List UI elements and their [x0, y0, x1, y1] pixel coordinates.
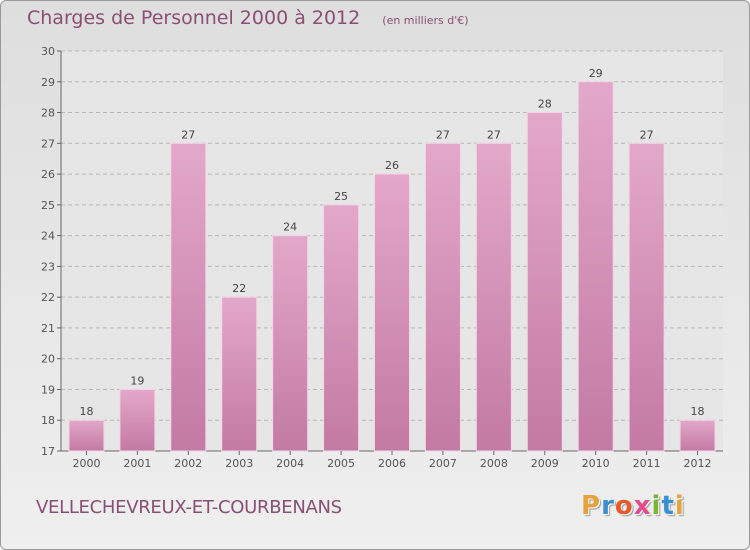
x-tick-label: 2010	[582, 457, 610, 470]
bar	[323, 204, 360, 452]
logo-letter: i	[674, 491, 685, 521]
y-tick-label: 29	[41, 76, 55, 89]
y-tick-label: 18	[41, 414, 55, 427]
commune-name: VELLECHEVREUX-ET-COURBENANS	[36, 497, 342, 518]
logo-letter: r	[601, 491, 615, 521]
bar	[577, 81, 614, 452]
bar	[374, 173, 410, 452]
bar	[475, 142, 512, 452]
bar	[272, 235, 309, 452]
bar	[170, 142, 207, 452]
bar	[679, 419, 716, 452]
bar-value-label: 19	[130, 374, 144, 387]
x-tick-label: 2002	[174, 457, 202, 470]
bar	[68, 419, 105, 452]
logo-letter: o	[614, 491, 634, 521]
bar-value-label: 27	[436, 128, 450, 141]
x-tick-label: 2012	[684, 457, 712, 470]
x-tick-label: 2009	[531, 457, 559, 470]
bar-value-label: 25	[334, 190, 348, 203]
x-tick-label: 2006	[378, 457, 406, 470]
x-tick-label: 2011	[633, 457, 661, 470]
chart-subtitle: (en milliers d'€)	[382, 14, 469, 27]
bar	[526, 112, 563, 452]
x-tick-label: 2007	[429, 457, 457, 470]
proxiti-logo: Proxiti	[581, 491, 685, 521]
bar-value-label: 24	[283, 221, 297, 234]
y-tick-label: 27	[41, 137, 55, 150]
y-tick-label: 30	[41, 45, 55, 58]
bar	[119, 388, 156, 452]
x-tick-label: 2004	[276, 457, 304, 470]
y-tick-label: 20	[41, 353, 55, 366]
x-tick-label: 2008	[480, 457, 508, 470]
y-tick-label: 26	[41, 168, 55, 181]
bar	[424, 142, 461, 452]
bar-value-label: 26	[385, 159, 399, 172]
bar-value-label: 22	[232, 282, 246, 295]
logo-letter: P	[581, 491, 602, 521]
bar-value-label: 27	[487, 128, 501, 141]
y-tick-label: 21	[41, 322, 55, 335]
logo-letter: i	[651, 491, 662, 521]
bar-value-label: 27	[181, 128, 195, 141]
y-tick-label: 22	[41, 291, 55, 304]
y-tick-label: 17	[41, 445, 55, 458]
x-tick-label: 2000	[72, 457, 100, 470]
x-tick-label: 2005	[327, 457, 355, 470]
bar-value-label: 27	[640, 128, 654, 141]
y-tick-label: 23	[41, 260, 55, 273]
chart-title-text: Charges de Personnel 2000 à 2012	[27, 7, 361, 29]
x-tick-label: 2003	[225, 457, 253, 470]
bar	[628, 142, 665, 452]
bar-value-label: 29	[589, 67, 603, 80]
bar	[221, 296, 258, 452]
x-tick-label: 2001	[123, 457, 151, 470]
bar-value-label: 18	[79, 405, 93, 418]
bar-value-label: 18	[691, 405, 705, 418]
y-tick-label: 28	[41, 107, 55, 120]
bar-value-label: 28	[538, 98, 552, 111]
chart-title: Charges de Personnel 2000 à 2012 (en mil…	[27, 7, 469, 29]
y-tick-label: 24	[41, 230, 55, 243]
y-tick-label: 25	[41, 199, 55, 212]
y-tick-label: 19	[41, 383, 55, 396]
logo-letter: t	[661, 491, 675, 521]
logo-letter: x	[633, 491, 652, 521]
